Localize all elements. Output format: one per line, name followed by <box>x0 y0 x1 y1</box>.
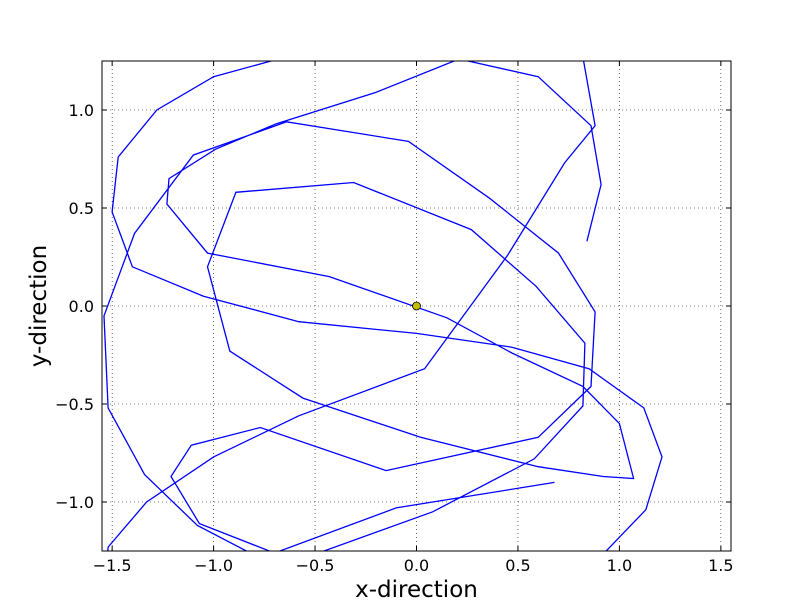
y-tick-label: 0.5 <box>69 199 94 218</box>
y-tick-label: 1.0 <box>69 101 94 120</box>
y-tick-label: 0.0 <box>69 297 94 316</box>
x-tick-label: 1.5 <box>708 556 733 575</box>
origin-marker <box>412 301 421 311</box>
x-tick-label: 1.0 <box>607 556 632 575</box>
ticks: −1.5 −1.0 −0.5 0.0 0.5 1.0 1.5 −1.0 −0.5 0.0 0.5 1.… <box>55 61 734 575</box>
series-line <box>103 61 663 551</box>
x-axis-label: x-direction <box>355 577 478 603</box>
x-tick-label: −1.5 <box>93 556 132 575</box>
x-tick-label: −0.5 <box>296 556 335 575</box>
x-tick-label: −1.0 <box>194 556 233 575</box>
x-tick-label: 0.5 <box>505 556 530 575</box>
y-tick-label: −1.0 <box>55 493 94 512</box>
y-axis-label: y-direction <box>26 245 52 367</box>
y-tick-label: −0.5 <box>55 395 94 414</box>
x-tick-label: 0.0 <box>404 556 429 575</box>
